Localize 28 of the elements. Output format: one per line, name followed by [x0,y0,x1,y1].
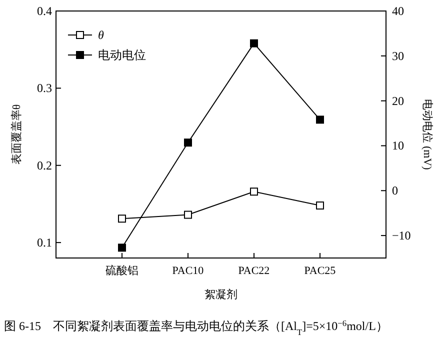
y2-tick-label: 40 [392,4,404,18]
point [184,138,192,147]
y-axis-title: 表面覆盖率θ [10,104,23,165]
x-tick-label: PAC25 [304,265,336,277]
y2-tick-label: 0 [392,184,398,198]
x-tick-label: PAC22 [238,265,270,277]
point [316,202,324,210]
point [118,244,126,252]
y2-axis-title: 电动电位 (mV) [421,99,434,170]
point [250,188,258,196]
point [316,116,324,124]
x-axis-title: 絮凝剂 [204,288,238,301]
x-tick-label: PAC10 [172,265,204,277]
x-tick-label: 硫酸铝 [106,264,138,277]
y2-tick-label: −10 [392,228,411,243]
y-tick-label: 0.3 [37,81,52,96]
y-tick-label: 0.1 [37,236,52,250]
y2-tick-label: 30 [392,48,404,63]
caption: 图 6-15 不同絮凝剂表面覆盖率与电动电位的关系（[Al$_{T}$]=5×10$^{−6}$mol/L） [4,318,388,336]
point [250,39,258,48]
point [184,210,192,219]
y-tick-label: 0.2 [37,158,52,172]
y2-tick-label: 10 [392,138,404,153]
point [118,214,126,223]
legend-label: 电动电位 [98,48,146,62]
y2-tick-label: 20 [392,94,404,108]
legend-label: θ [98,28,104,42]
y-tick-label: 0.4 [37,4,52,18]
